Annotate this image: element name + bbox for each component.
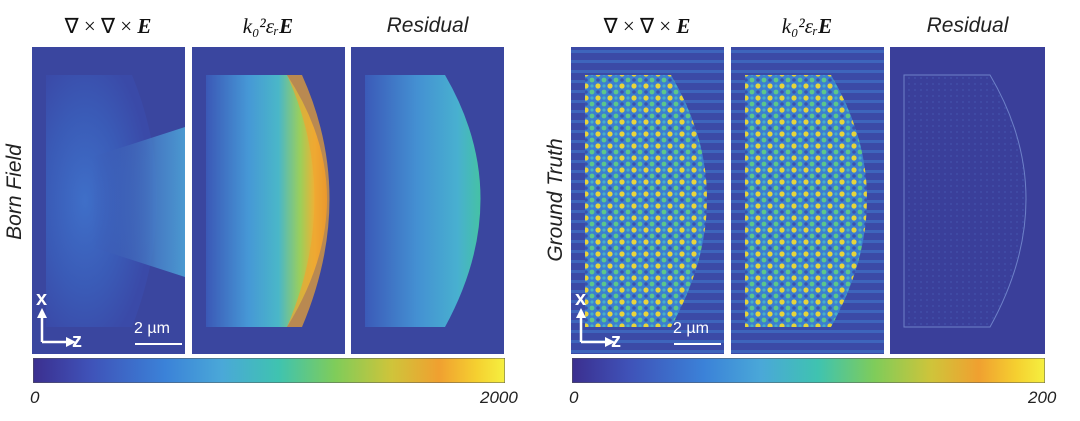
right-colorbar-max: 200 — [1028, 388, 1057, 407]
left-axis-indicator — [37, 308, 76, 347]
right-title-k0-eps: k₀²εᵣE — [781, 14, 833, 38]
left-panel-residual — [351, 47, 504, 354]
right-title-curl-curl: ∇ × ∇ × E — [603, 14, 691, 38]
left-title-k0-eps: k₀²εᵣE — [242, 14, 294, 38]
left-panel-k0-eps — [192, 47, 345, 354]
right-axis-x-label: x — [575, 288, 587, 310]
left-scale-bar-label: 2 µm — [134, 320, 170, 337]
left-panel-curl-curl — [32, 47, 185, 354]
right-scale-bar-label: 2 µm — [673, 320, 709, 337]
right-title-residual: Residual — [926, 14, 1009, 37]
right-colorbar — [572, 358, 1045, 383]
left-axis-z-label: z — [72, 330, 82, 352]
left-row-label: Born Field — [3, 144, 26, 240]
left-colorbar-max: 2000 — [480, 388, 518, 407]
right-axis-z-label: z — [611, 330, 621, 352]
left-colorbar-min: 0 — [30, 388, 40, 407]
left-axis-x-label: x — [36, 288, 48, 310]
right-panel-residual — [890, 47, 1045, 354]
right-panel-k0-eps — [731, 47, 884, 354]
left-colorbar — [33, 358, 505, 383]
left-title-residual: Residual — [386, 14, 469, 37]
right-colorbar-min: 0 — [569, 388, 579, 407]
right-panel-curl-curl — [571, 47, 724, 354]
right-row-label: Ground Truth — [544, 138, 567, 262]
left-title-curl-curl: ∇ × ∇ × E — [64, 14, 152, 38]
right-axis-indicator — [576, 308, 615, 347]
